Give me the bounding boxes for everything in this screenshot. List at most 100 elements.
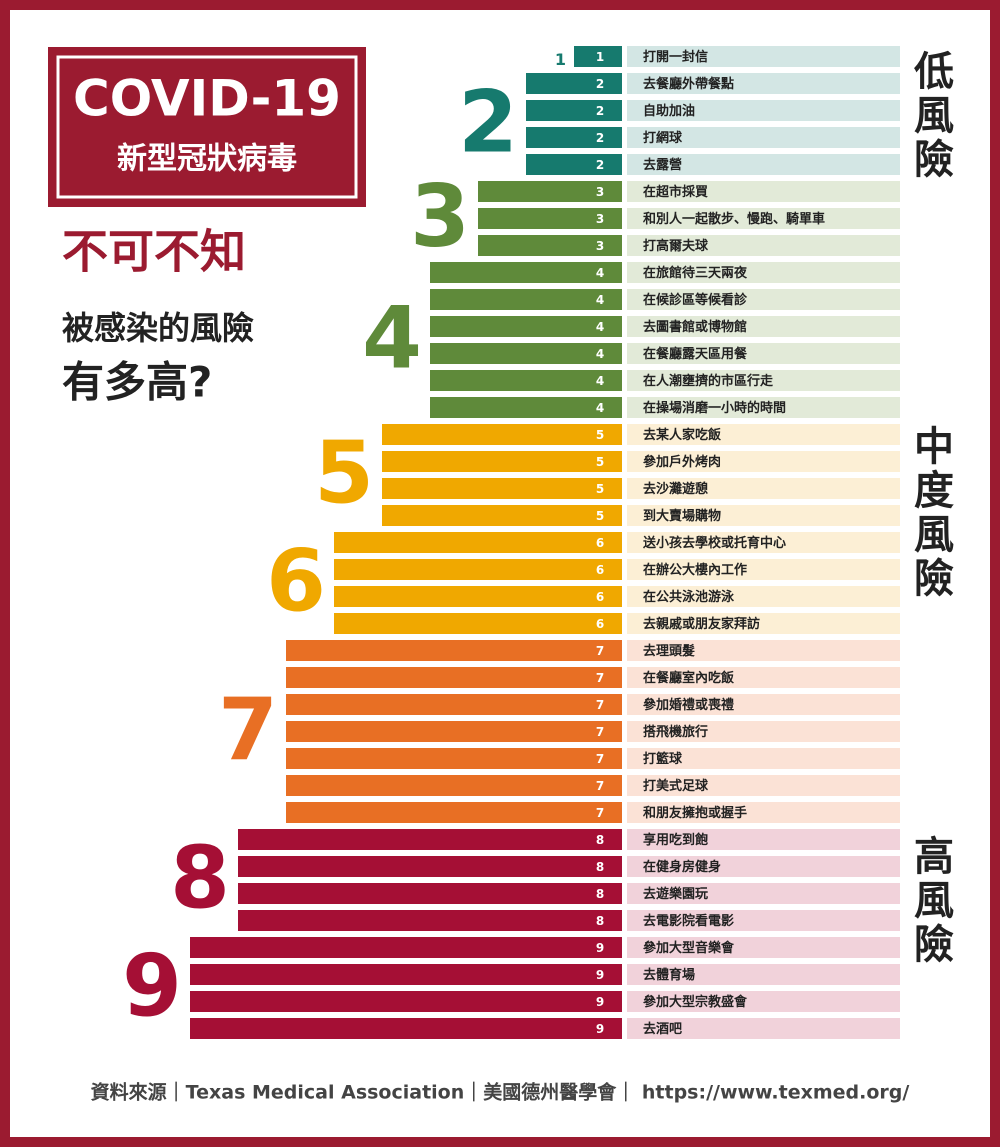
bar (526, 100, 622, 121)
row-band (627, 937, 900, 958)
value-label: 9 (596, 941, 604, 955)
bar (526, 127, 622, 148)
category-label: 在餐廳露天區用餐 (643, 346, 748, 362)
row-band (627, 46, 900, 67)
bar (430, 289, 622, 310)
value-label: 8 (596, 833, 604, 847)
row-band (627, 343, 900, 364)
bar (190, 1018, 622, 1039)
bar (526, 73, 622, 94)
category-label: 在候診區等候看診 (643, 292, 748, 308)
value-label: 7 (596, 752, 604, 766)
title-box-border (56, 55, 358, 199)
title-box (48, 47, 366, 207)
row-band (627, 775, 900, 796)
row-band (627, 370, 900, 391)
category-label: 在人潮壅擠的市區行走 (643, 373, 774, 389)
value-label: 6 (596, 536, 604, 550)
row-band (627, 208, 900, 229)
category-label: 去酒吧 (643, 1021, 682, 1037)
group-label: 2 (458, 72, 518, 172)
row-band (627, 856, 900, 877)
value-label: 9 (596, 1022, 604, 1036)
bar (478, 181, 622, 202)
bar (286, 667, 622, 688)
value-label: 2 (596, 104, 604, 118)
bar (574, 46, 622, 67)
category-label: 打高爾夫球 (643, 238, 709, 254)
bar (430, 397, 622, 418)
row-band (627, 73, 900, 94)
category-label: 在健身房健身 (643, 859, 721, 875)
category-label: 享用吃到飽 (643, 832, 708, 848)
category-label: 到大賣場購物 (643, 508, 721, 524)
category-label: 去圖書館或博物館 (643, 319, 747, 335)
value-label: 3 (596, 212, 604, 226)
value-label: 4 (596, 320, 604, 334)
value-label: 3 (596, 185, 604, 199)
category-label: 在餐廳室內吃飯 (643, 670, 734, 686)
row-band (627, 910, 900, 931)
category-label: 參加大型宗教盛會 (643, 994, 748, 1010)
group-label: 3 (410, 167, 470, 267)
bar (286, 721, 622, 742)
bar (382, 505, 622, 526)
category-label: 送小孩去學校或托育中心 (642, 535, 786, 551)
category-label: 打籃球 (643, 751, 683, 767)
value-label: 4 (596, 401, 604, 415)
value-label: 9 (596, 995, 604, 1009)
category-label: 去親戚或朋友家拜訪 (643, 616, 760, 632)
row-band (627, 667, 900, 688)
chart-subtitle: 新型冠狀病毒 (117, 142, 297, 177)
value-label: 2 (596, 131, 604, 145)
bar (430, 262, 622, 283)
bar (238, 910, 622, 931)
bar (190, 937, 622, 958)
bar (382, 424, 622, 445)
row-band (627, 289, 900, 310)
bar (238, 829, 622, 850)
risk-level: 中度風險 (907, 425, 954, 601)
category-label: 去遊樂園玩 (643, 886, 708, 902)
category-label: 自助加油 (643, 103, 695, 119)
row-band (627, 154, 900, 175)
value-label: 6 (596, 590, 604, 604)
value-label: 5 (596, 509, 604, 523)
bar (238, 856, 622, 877)
row-band (627, 883, 900, 904)
row-band (627, 1018, 900, 1039)
row-band (627, 991, 900, 1012)
bar (382, 478, 622, 499)
category-label: 打開一封信 (643, 49, 708, 65)
category-label: 在超市採買 (643, 184, 708, 200)
row-band (627, 397, 900, 418)
value-label: 2 (596, 77, 604, 91)
bar (190, 991, 622, 1012)
category-label: 去某人家吃飯 (643, 427, 721, 443)
value-label: 7 (596, 779, 604, 793)
risk-level: 高風險 (907, 835, 954, 967)
row-band (627, 127, 900, 148)
row-band (627, 748, 900, 769)
category-label: 在操場消磨一小時的時間 (643, 400, 786, 416)
row-band (627, 316, 900, 337)
chart-title: COVID-19 (73, 70, 341, 128)
bar (190, 964, 622, 985)
group-label: 7 (218, 680, 278, 780)
headline: 不可不知 (62, 225, 246, 279)
category-label: 參加戶外烤肉 (643, 454, 721, 470)
category-label: 搭飛機旅行 (643, 724, 708, 740)
value-label: 1 (596, 50, 604, 64)
row-band (627, 100, 900, 121)
category-label: 參加大型音樂會 (643, 940, 735, 956)
category-label: 去餐廳外帶餐點 (643, 76, 734, 92)
category-label: 去理頭髮 (643, 643, 695, 659)
group-label: 1 (555, 50, 566, 69)
bar (334, 559, 622, 580)
bar (430, 343, 622, 364)
row-band (627, 586, 900, 607)
value-label: 4 (596, 374, 604, 388)
bar (286, 802, 622, 823)
category-label: 在辦公大樓內工作 (643, 562, 747, 578)
